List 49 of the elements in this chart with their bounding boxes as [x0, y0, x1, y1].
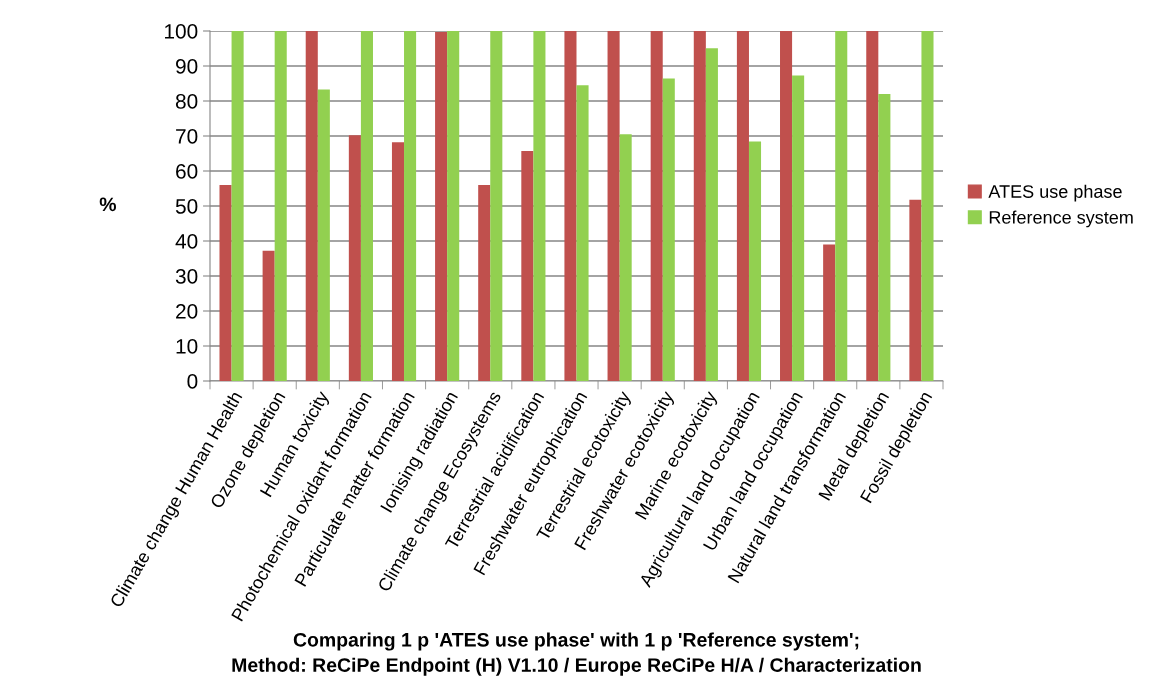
bar — [650, 31, 663, 381]
y-axis-title: % — [99, 197, 117, 212]
bar — [823, 244, 836, 381]
bar — [921, 31, 934, 381]
bar — [447, 31, 460, 381]
y-tick-label: 80 — [175, 94, 198, 109]
bar — [478, 185, 491, 381]
bar — [435, 32, 448, 381]
bar — [736, 31, 749, 381]
y-tick-label: 100 — [165, 24, 198, 39]
bar — [780, 31, 793, 381]
bar — [404, 31, 417, 381]
bar — [317, 89, 330, 381]
bar — [792, 75, 805, 381]
y-tick-label: 90 — [176, 59, 198, 74]
bar — [662, 78, 675, 381]
legend-label: ATES use phase — [988, 184, 1122, 202]
bar — [274, 31, 287, 381]
bar — [348, 135, 361, 381]
bar — [835, 31, 848, 381]
bar — [866, 31, 879, 381]
y-tick-label: 60 — [176, 164, 198, 179]
bar — [490, 31, 503, 381]
bar — [231, 31, 244, 381]
bar — [607, 31, 620, 381]
bar — [909, 199, 922, 381]
bar — [360, 31, 373, 381]
bar — [576, 85, 589, 381]
bar — [305, 31, 318, 381]
y-tick-label: 20 — [176, 304, 198, 319]
x-axis-title: Comparing 1 p 'ATES use phase' with 1 p 'Reference system'; Method: ReCiPe Endpoint (H) V1.10 / Europe ReCiPe H/A / Characterization — [232, 632, 921, 676]
bar — [521, 151, 534, 381]
y-tick-label: 10 — [176, 339, 198, 354]
bar — [564, 31, 577, 381]
y-tick-label: 40 — [175, 234, 198, 249]
bar — [705, 48, 718, 381]
bar — [619, 134, 632, 381]
bar — [262, 250, 275, 381]
legend-label: Reference system — [989, 210, 1133, 228]
bar — [878, 94, 891, 381]
y-tick-label: 50 — [175, 199, 198, 214]
bar — [391, 142, 405, 381]
y-tick-label: 30 — [175, 269, 198, 284]
bar — [748, 141, 762, 381]
y-tick-label: 70 — [176, 129, 198, 144]
y-tick-label: 0 — [187, 374, 198, 389]
bar — [693, 31, 706, 381]
bar — [219, 185, 232, 381]
bar — [533, 31, 546, 381]
